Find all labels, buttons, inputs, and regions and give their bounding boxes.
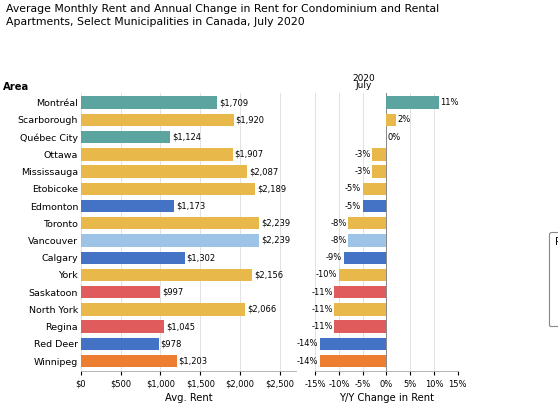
Bar	[81, 338, 158, 350]
Bar	[81, 96, 217, 109]
Text: $2,156: $2,156	[254, 271, 283, 279]
Text: -5%: -5%	[345, 184, 361, 193]
Text: -11%: -11%	[311, 322, 333, 331]
Text: $1,302: $1,302	[186, 253, 215, 262]
Bar	[348, 234, 386, 247]
Bar	[81, 165, 247, 178]
Bar	[81, 234, 259, 247]
Text: 11%: 11%	[440, 98, 459, 107]
Text: $2,189: $2,189	[257, 184, 286, 193]
Bar	[363, 183, 386, 195]
Bar	[81, 252, 185, 264]
Bar	[372, 165, 386, 178]
Text: $997: $997	[162, 288, 184, 297]
Bar	[334, 320, 386, 333]
Text: $2,239: $2,239	[261, 236, 290, 245]
Text: $1,124: $1,124	[172, 132, 201, 142]
Bar	[81, 303, 246, 315]
Text: 0%: 0%	[387, 132, 401, 142]
Bar	[348, 217, 386, 230]
Text: $2,087: $2,087	[249, 167, 278, 176]
Bar	[81, 148, 233, 160]
Text: $2,239: $2,239	[261, 219, 290, 228]
Text: $2,066: $2,066	[247, 305, 277, 314]
Bar	[81, 320, 164, 333]
Bar	[81, 183, 255, 195]
Bar	[334, 303, 386, 315]
Text: -8%: -8%	[331, 219, 347, 228]
Text: $1,173: $1,173	[176, 202, 205, 211]
Text: -11%: -11%	[311, 305, 333, 314]
Text: 2020: 2020	[353, 74, 376, 83]
Bar	[320, 355, 386, 367]
Text: $1,907: $1,907	[234, 150, 264, 159]
Bar	[320, 338, 386, 350]
Text: -9%: -9%	[326, 253, 342, 262]
Text: -8%: -8%	[331, 236, 347, 245]
Bar	[81, 131, 170, 143]
X-axis label: Avg. Rent: Avg. Rent	[165, 393, 212, 403]
Text: 2%: 2%	[397, 115, 411, 124]
Bar	[363, 200, 386, 212]
Text: $1,920: $1,920	[235, 115, 264, 124]
Text: -11%: -11%	[311, 288, 333, 297]
Text: -14%: -14%	[297, 356, 319, 366]
Text: Average Monthly Rent and Annual Change in Rent for Condominium and Rental
Apartm: Average Monthly Rent and Annual Change i…	[6, 4, 439, 27]
Text: $1,203: $1,203	[179, 356, 208, 366]
Bar	[81, 355, 177, 367]
Text: -3%: -3%	[354, 167, 371, 176]
Bar	[372, 148, 386, 160]
X-axis label: Y/Y Change in Rent: Y/Y Change in Rent	[339, 393, 434, 403]
Text: $1,709: $1,709	[219, 98, 248, 107]
Bar	[339, 269, 386, 281]
Text: $1,045: $1,045	[166, 322, 195, 331]
Bar	[386, 96, 439, 109]
Text: $978: $978	[161, 339, 182, 348]
Bar	[81, 217, 259, 230]
Text: -14%: -14%	[297, 339, 319, 348]
Text: -5%: -5%	[345, 202, 361, 211]
Bar	[81, 114, 234, 126]
Text: -10%: -10%	[316, 271, 338, 279]
Text: -3%: -3%	[354, 150, 371, 159]
Text: July: July	[356, 81, 372, 90]
Bar	[344, 252, 386, 264]
Bar	[81, 286, 160, 298]
Bar	[386, 114, 396, 126]
Bar	[81, 200, 174, 212]
Text: Area: Area	[3, 82, 30, 92]
Bar	[81, 269, 252, 281]
Legend: AB, BC, MB, ON, QC, SK: AB, BC, MB, ON, QC, SK	[549, 232, 558, 326]
Bar	[334, 286, 386, 298]
